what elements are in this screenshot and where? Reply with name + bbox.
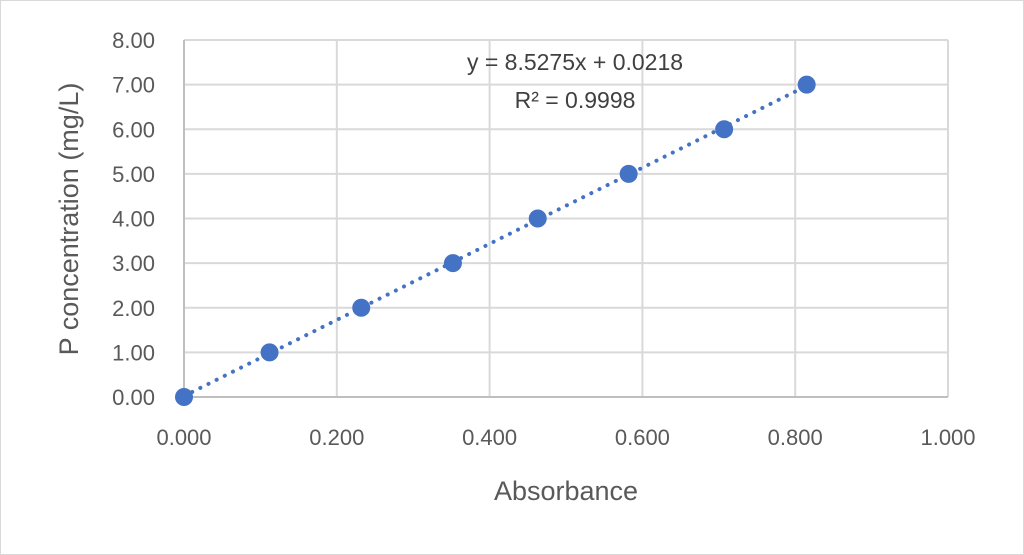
data-point [619, 164, 638, 183]
data-point [715, 120, 734, 139]
data-point [260, 343, 279, 362]
x-axis-title: Absorbance [494, 476, 638, 506]
y-tick-label: 2.00 [112, 296, 155, 321]
data-point [528, 209, 547, 228]
trendline-r-squared: R² = 0.9998 [515, 87, 636, 113]
x-tick-label: 0.000 [156, 425, 211, 450]
y-tick-label: 6.00 [112, 117, 155, 142]
data-point [797, 75, 816, 94]
y-tick-label: 3.00 [112, 251, 155, 276]
y-tick-label: 1.00 [112, 340, 155, 365]
data-point [352, 298, 371, 317]
x-tick-label: 0.600 [615, 425, 670, 450]
axes [183, 40, 948, 398]
x-tick-label: 1.000 [920, 425, 975, 450]
x-tick-label: 0.200 [309, 425, 364, 450]
tick-labels: 0.00 1.00 2.00 3.00 4.00 5.00 6.00 7.00 8.00 0.00… [112, 28, 975, 450]
data-point [175, 388, 193, 406]
y-tick-label: 0.00 [112, 385, 155, 410]
y-tick-label: 4.00 [112, 207, 155, 232]
y-tick-label: 7.00 [112, 73, 155, 98]
trendline-equation: y = 8.5275x + 0.0218 [467, 49, 683, 75]
y-tick-label: 5.00 [112, 162, 155, 187]
y-axis-title: P concentration (mg/L) [54, 83, 84, 356]
trendline-path [182, 83, 809, 399]
data-point [443, 254, 462, 273]
y-tick-label: 8.00 [112, 28, 155, 53]
x-tick-label: 0.400 [462, 425, 517, 450]
trendline [182, 83, 809, 399]
x-tick-label: 0.800 [768, 425, 823, 450]
data-points [175, 75, 816, 406]
